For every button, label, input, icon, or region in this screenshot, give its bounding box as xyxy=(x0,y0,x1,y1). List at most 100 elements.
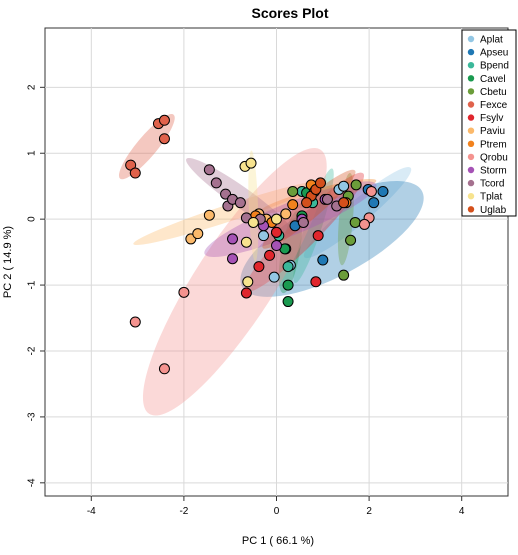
y-tick-label: 2 xyxy=(27,84,38,90)
legend-swatch-bpend xyxy=(467,61,475,69)
legend-label-bpend: Bpend xyxy=(480,61,509,72)
point-tcord xyxy=(210,177,222,189)
grid-lines xyxy=(45,28,508,496)
legend-label-storm: Storm xyxy=(480,166,507,177)
y-tick-label: -1 xyxy=(27,280,38,289)
legend-label-tcord: Tcord xyxy=(480,179,504,190)
point-fexce xyxy=(158,133,170,145)
point-paviu xyxy=(280,208,292,220)
point-bpend xyxy=(282,261,294,273)
point-tplat xyxy=(245,157,257,169)
legend-swatch-ptrem xyxy=(467,140,475,147)
y-axis-label: PC 2 ( 14.9 %) xyxy=(2,226,14,298)
point-cbetu xyxy=(287,185,299,197)
point-fexce xyxy=(129,167,141,179)
point-fsylv xyxy=(264,249,276,261)
point-aplat xyxy=(258,230,270,242)
y-tick-label: -4 xyxy=(27,478,38,487)
legend-label-qrobu: Qrobu xyxy=(480,152,508,163)
legend-swatch-cavel xyxy=(467,75,475,82)
point-aplat xyxy=(268,271,280,283)
axes: -4 -2 0 2 4 2 1 0 -1 -2 -3 -4 xyxy=(27,84,465,517)
y-tick-label: 1 xyxy=(27,150,38,156)
point-tcord xyxy=(203,164,215,176)
x-tick-label: 0 xyxy=(274,506,280,517)
legend-swatch-fexce xyxy=(467,101,475,108)
point-tcord xyxy=(297,216,309,228)
legend-swatch-cbetu xyxy=(467,88,475,95)
legend-swatch-aplat xyxy=(467,35,475,43)
legend-label-aplat: Aplat xyxy=(480,35,503,46)
point-fsylv xyxy=(253,261,265,273)
point-cavel xyxy=(282,279,294,291)
point-qrobu xyxy=(365,185,377,197)
legend-swatch-apseu xyxy=(467,48,475,56)
point-tcord xyxy=(234,197,246,209)
point-tplat xyxy=(240,236,252,248)
point-apseu xyxy=(317,254,329,266)
legend-label-fexce: Fexce xyxy=(480,100,508,111)
legend-label-ptrem: Ptrem xyxy=(480,139,507,150)
score-points xyxy=(125,114,389,375)
point-cbetu xyxy=(350,179,362,191)
point-qrobu xyxy=(129,316,141,328)
legend: Aplat Apseu Bpend Cavel Cbetu Fexce Fsylv Paviu… xyxy=(461,29,517,217)
point-cbetu xyxy=(338,269,350,281)
point-tcord xyxy=(321,193,333,205)
x-tick-label: -2 xyxy=(179,506,188,517)
legend-swatch-storm xyxy=(467,166,475,174)
legend-label-tplat: Tplat xyxy=(480,192,502,203)
chart-title: Scores Plot xyxy=(251,5,328,21)
point-storm xyxy=(227,233,239,245)
legend-label-cbetu: Cbetu xyxy=(480,87,507,98)
x-tick-label: 2 xyxy=(366,506,372,517)
point-ptrem xyxy=(287,199,299,211)
x-axis-label: PC 1 ( 66.1 %) xyxy=(242,535,314,547)
point-qrobu xyxy=(178,286,190,298)
point-qrobu xyxy=(158,363,170,375)
x-tick-label: -4 xyxy=(87,506,96,517)
point-fsylv xyxy=(271,226,282,238)
point-tplat xyxy=(242,276,254,288)
point-tplat xyxy=(247,216,259,228)
point-cbetu xyxy=(345,234,357,246)
point-paviu xyxy=(203,209,215,221)
legend-label-fsylv: Fsylv xyxy=(480,113,503,124)
point-fsylv xyxy=(312,230,324,242)
x-tick-label: 4 xyxy=(459,506,465,517)
legend-swatch-uglab xyxy=(467,206,475,213)
y-tick-label: -3 xyxy=(27,412,38,421)
point-tplat xyxy=(271,213,282,225)
ellipse-uglab xyxy=(262,169,356,249)
legend-label-apseu: Apseu xyxy=(480,48,508,59)
legend-swatch-tplat xyxy=(467,193,475,200)
point-storm xyxy=(271,240,282,252)
legend-label-cavel: Cavel xyxy=(480,74,506,85)
legend-swatch-tcord xyxy=(467,179,475,187)
legend-swatch-fsylv xyxy=(467,114,475,121)
point-cavel xyxy=(282,296,294,308)
y-tick-label: 0 xyxy=(27,216,38,222)
ellipse-paviu xyxy=(133,180,328,246)
point-apseu xyxy=(377,185,389,197)
point-uglab xyxy=(338,197,350,209)
ellipse-cavel xyxy=(278,211,303,294)
point-cbetu xyxy=(349,216,361,228)
legend-label-uglab: Uglab xyxy=(480,205,507,216)
point-apseu xyxy=(368,197,380,209)
legend-swatch-paviu xyxy=(467,127,475,134)
legend-label-paviu: Paviu xyxy=(480,126,505,137)
legend-swatch-qrobu xyxy=(467,153,475,161)
point-paviu xyxy=(192,228,204,240)
ellipse-tplat xyxy=(248,150,259,262)
point-aplat xyxy=(338,180,350,192)
point-fexce xyxy=(158,114,170,126)
point-uglab xyxy=(301,197,313,209)
y-tick-label: -2 xyxy=(27,346,38,355)
point-fsylv xyxy=(310,276,322,288)
point-uglab xyxy=(314,177,326,189)
point-storm xyxy=(227,253,239,265)
point-fsylv xyxy=(240,287,252,299)
